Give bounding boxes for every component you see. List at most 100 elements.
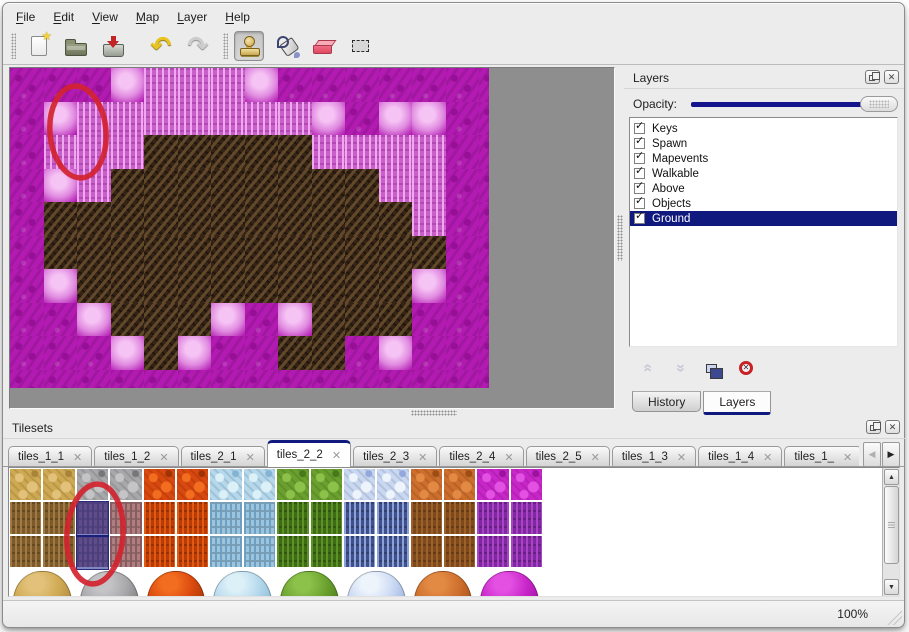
map-tile[interactable] [378, 336, 413, 371]
tileset-tile-rock[interactable] [76, 502, 109, 534]
map-tile[interactable] [445, 369, 480, 388]
map-tile[interactable] [412, 235, 447, 270]
map-tile[interactable] [244, 68, 279, 103]
layer-checkbox[interactable]: ✓ [634, 196, 645, 209]
map-tile[interactable] [110, 302, 145, 337]
layer-checkbox[interactable]: ✓ [634, 211, 645, 224]
map-tile[interactable] [177, 369, 212, 388]
layer-row-objects[interactable]: ✓ Objects [630, 196, 897, 211]
map-tile[interactable] [479, 369, 489, 388]
map-tile[interactable] [378, 235, 413, 270]
map-tile[interactable] [244, 302, 279, 337]
tileset-tile-ice[interactable] [210, 535, 242, 568]
map-tile[interactable] [77, 135, 112, 170]
tileset-tile-ice-mound[interactable] [210, 569, 276, 596]
tileset-tile-rock-mound[interactable] [76, 569, 142, 596]
close-tab-icon[interactable]: ✕ [245, 451, 255, 464]
map-tile[interactable] [10, 168, 45, 203]
map-tile[interactable] [311, 168, 346, 203]
map-tile[interactable] [10, 135, 45, 170]
close-tab-icon[interactable]: ✕ [763, 451, 773, 464]
map-tile[interactable] [43, 369, 78, 388]
horizontal-splitter-handle[interactable] [411, 410, 457, 416]
map-tile[interactable] [10, 101, 45, 136]
tileset-tile-purple[interactable] [477, 502, 509, 534]
map-tile[interactable] [177, 302, 212, 337]
map-tile[interactable] [144, 369, 179, 388]
close-tab-icon[interactable]: ✕ [843, 451, 853, 464]
map-tile[interactable] [311, 302, 346, 337]
map-tile[interactable] [378, 101, 413, 136]
tileset-tile-clay[interactable] [410, 502, 443, 534]
tileset-tile-crystal-mound[interactable] [343, 569, 409, 596]
map-tile[interactable] [412, 168, 447, 203]
close-tab-icon[interactable]: ✕ [504, 451, 514, 464]
map-tile[interactable] [445, 202, 480, 237]
map-tile[interactable] [43, 235, 78, 270]
map-tile[interactable] [43, 101, 78, 136]
tileset-tile-ice[interactable] [243, 535, 276, 568]
map-tile[interactable] [311, 68, 346, 103]
map-tile[interactable] [479, 336, 489, 371]
layer-row-ground[interactable]: ✓ Ground [630, 211, 897, 226]
map-tile[interactable] [43, 302, 78, 337]
map-tile[interactable] [345, 101, 380, 136]
tileset-tile-crystal[interactable] [343, 535, 376, 568]
tileset-tile-clay[interactable] [410, 535, 443, 568]
dock-tab-history[interactable]: History [632, 391, 702, 412]
map-tile[interactable] [211, 336, 246, 371]
map-tile[interactable] [412, 336, 447, 371]
map-tile[interactable] [445, 302, 480, 337]
map-tile[interactable] [211, 101, 246, 136]
dock-tab-layers[interactable]: Layers [703, 391, 772, 415]
map-tile[interactable] [278, 235, 313, 270]
tileset-view[interactable]: ▲ ▼ [8, 467, 900, 597]
tileset-tab-tiles_2_5[interactable]: tiles_2_5 ✕ [525, 446, 610, 467]
tileset-tile-sand-mound[interactable] [10, 569, 75, 596]
tileset-tile-clay[interactable] [444, 535, 476, 568]
tileset-tile-purple[interactable] [477, 469, 509, 501]
tileset-tile-sand[interactable] [10, 535, 42, 568]
tileset-tab-tiles_1_[interactable]: tiles_1_ ✕ [784, 446, 859, 467]
tileset-tile-purple[interactable] [510, 469, 543, 501]
map-tile[interactable] [110, 101, 145, 136]
map-tile[interactable] [10, 235, 45, 270]
tileset-tile-rock[interactable] [110, 469, 142, 501]
close-tab-icon[interactable]: ✕ [590, 451, 600, 464]
map-tile[interactable] [177, 269, 212, 304]
float-panel-button[interactable] [865, 70, 880, 84]
map-tile[interactable] [412, 202, 447, 237]
tileset-tab-tiles_2_3[interactable]: tiles_2_3 ✕ [353, 446, 438, 467]
map-tile[interactable] [345, 135, 380, 170]
tileset-tile-sand[interactable] [10, 469, 42, 501]
redo-button[interactable]: ↷ [183, 31, 213, 61]
map-tile[interactable] [110, 68, 145, 103]
map-tile[interactable] [479, 101, 489, 136]
tileset-tile-ice[interactable] [210, 502, 242, 534]
map-tile[interactable] [43, 202, 78, 237]
opacity-slider-handle[interactable] [860, 96, 898, 112]
tileset-tile-purple[interactable] [510, 535, 543, 568]
map-tile[interactable] [311, 336, 346, 371]
map-tile[interactable] [43, 269, 78, 304]
map-tile[interactable] [378, 302, 413, 337]
map-tile[interactable] [10, 336, 45, 371]
map-tile[interactable] [144, 269, 179, 304]
tileset-tile-lava-mound[interactable] [143, 569, 209, 596]
scroll-up-button[interactable]: ▲ [884, 469, 899, 485]
map-tile[interactable] [445, 336, 480, 371]
map-tile[interactable] [43, 336, 78, 371]
map-tile[interactable] [10, 68, 45, 103]
tileset-tile-rock[interactable] [76, 535, 109, 568]
tileset-tile-lava[interactable] [143, 469, 175, 501]
toolbar-grip[interactable] [11, 33, 16, 59]
layer-checkbox[interactable]: ✓ [634, 181, 645, 194]
map-tile[interactable] [479, 68, 489, 103]
map-tile[interactable] [211, 135, 246, 170]
layer-checkbox[interactable]: ✓ [634, 166, 645, 179]
tileset-tile-clay-mound[interactable] [410, 569, 476, 596]
scroll-tabs-right-button[interactable]: ▶ [882, 442, 900, 467]
map-tile[interactable] [278, 202, 313, 237]
map-tile[interactable] [378, 202, 413, 237]
map-tile[interactable] [345, 336, 380, 371]
